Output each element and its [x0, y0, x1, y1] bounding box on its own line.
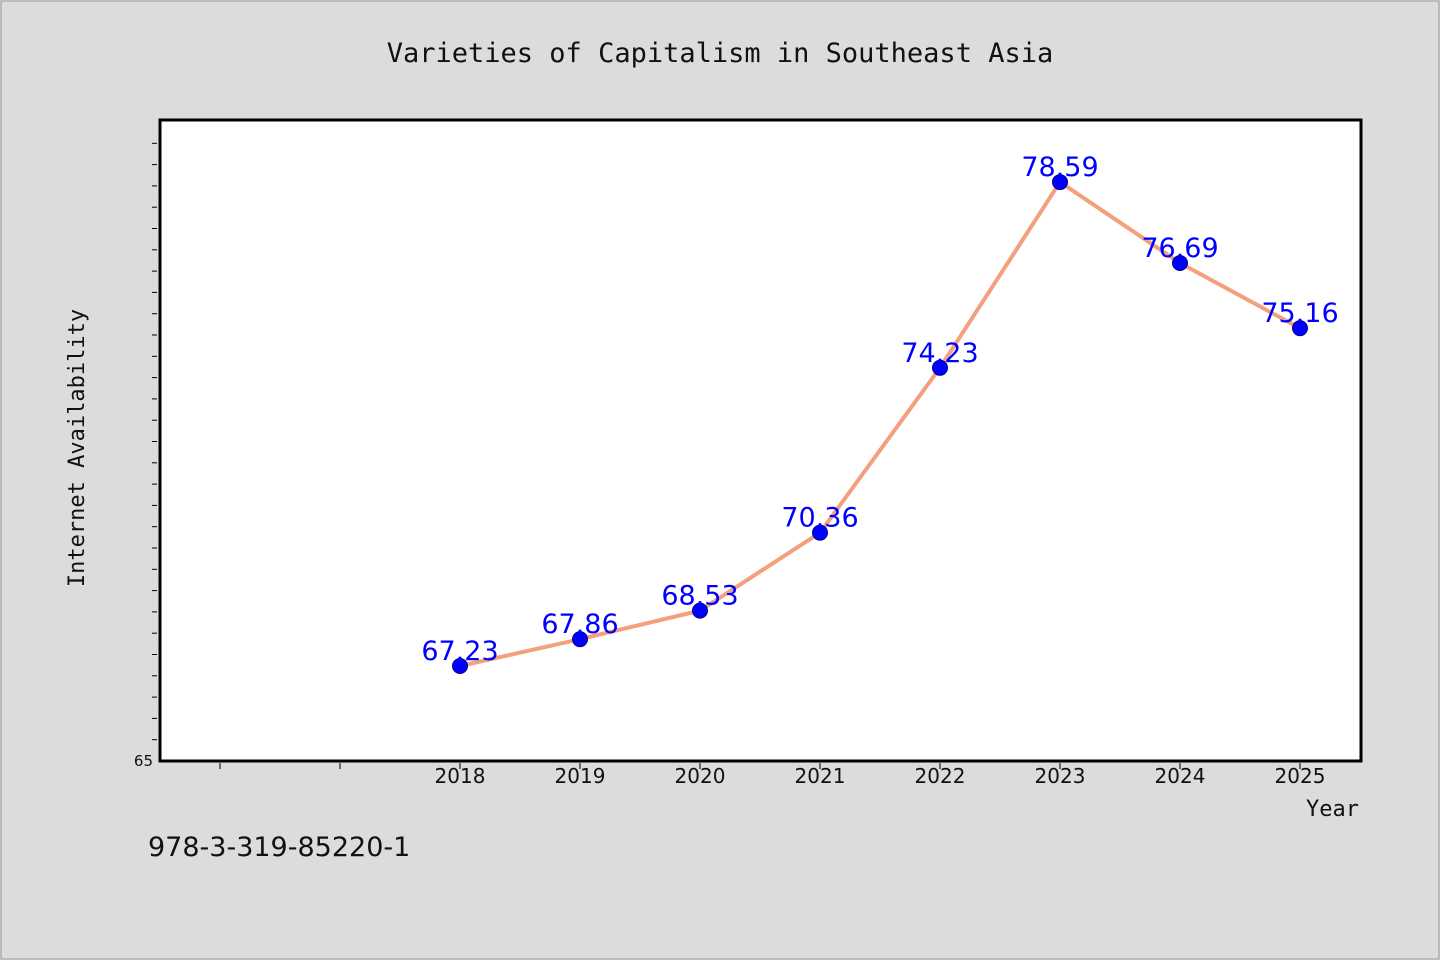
- series-line: [458, 180, 1302, 669]
- x-tick-label: 2025: [1275, 764, 1326, 788]
- y-tick-label: 65: [134, 752, 153, 770]
- data-point: [932, 359, 948, 376]
- data-point: [1292, 320, 1308, 337]
- data-point: [812, 524, 828, 541]
- data-point: [1052, 174, 1068, 191]
- x-tick-label: 2023: [1035, 764, 1086, 788]
- x-axis-label: Year: [1306, 797, 1359, 822]
- y-axis-ticks: [152, 142, 157, 741]
- data-point: [1172, 255, 1188, 272]
- data-label: 74.23: [901, 338, 978, 369]
- y-axis-label: Internet Availability: [65, 309, 90, 587]
- isbn-text: 978-3-319-85220-1: [148, 832, 411, 863]
- x-tick-label: 2021: [795, 764, 846, 788]
- data-label: 68.53: [661, 581, 738, 612]
- data-label: 76.69: [1141, 233, 1218, 264]
- series-layer: 67.23 67.86 68.53 70.36 74.23 78.59 76.69 75.16: [421, 152, 1339, 675]
- x-tick-label: 2019: [555, 764, 606, 788]
- x-axis-ticks: 2018 2019 2020 2021 2022 2023 2024 2025: [219, 763, 1326, 788]
- data-label: 70.36: [781, 503, 858, 534]
- plot-area: [158, 118, 1363, 763]
- x-tick-label: 2018: [435, 764, 486, 788]
- x-tick-label: 2024: [1155, 764, 1206, 788]
- x-tick-label: 2022: [915, 764, 966, 788]
- data-label: 67.23: [421, 636, 498, 667]
- chart-title: Varieties of Capitalism in Southeast Asi…: [387, 38, 1053, 69]
- x-tick-label: 2020: [675, 764, 726, 788]
- data-point: [572, 631, 588, 648]
- data-label: 67.86: [541, 609, 618, 640]
- data-point: [692, 602, 708, 619]
- data-label: 78.59: [1021, 152, 1098, 183]
- data-label: 75.16: [1261, 298, 1338, 329]
- data-point: [452, 658, 468, 675]
